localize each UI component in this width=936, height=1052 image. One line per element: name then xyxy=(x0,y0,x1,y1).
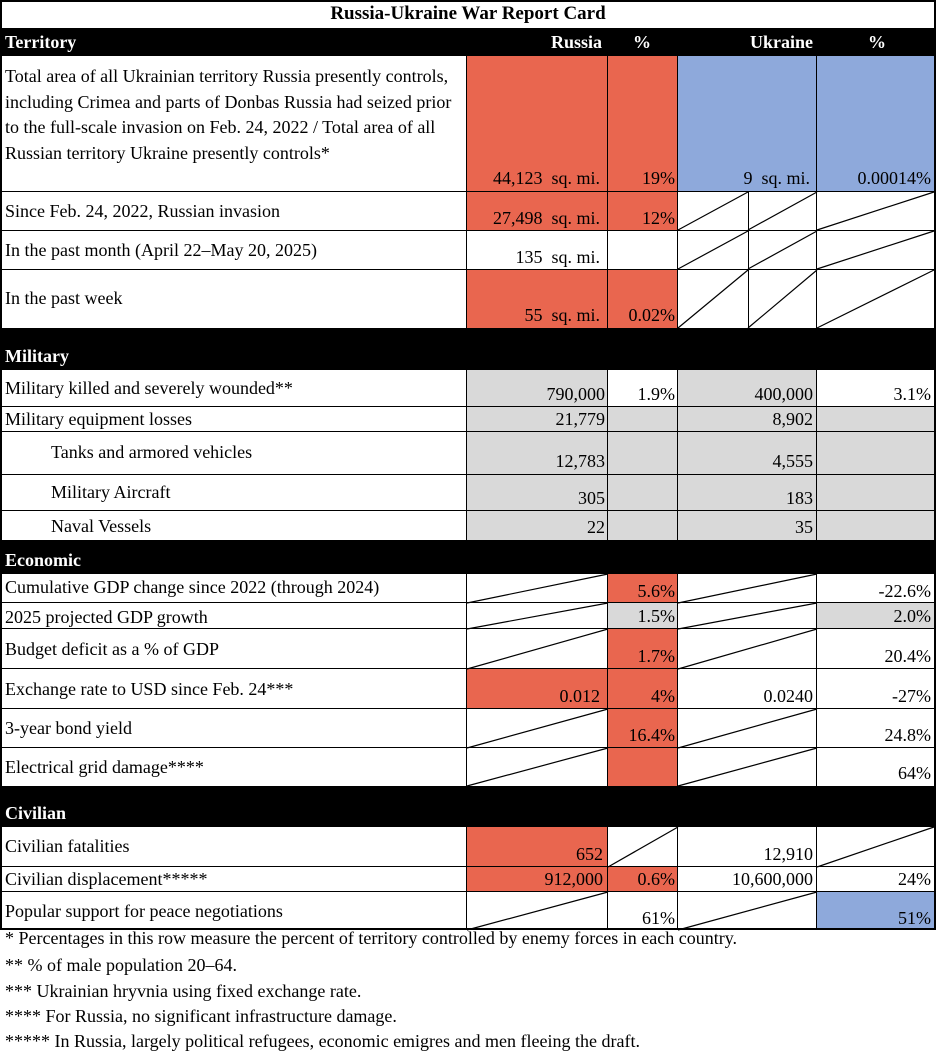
section-civilian-header: Civilian xyxy=(0,786,936,827)
territory-month-label: In the past month (April 22–May 20, 2025… xyxy=(5,240,317,260)
econ-grid-ukraine-pct: 64% xyxy=(898,763,931,783)
military-naval-ukraine: 35 xyxy=(795,517,813,537)
military-killed-ukraine: 400,000 xyxy=(754,384,814,404)
military-killed-ukraine-pct: 3.1% xyxy=(893,384,932,404)
civ-displace-russia: 912,000 xyxy=(544,869,604,889)
military-tanks-ukraine: 4,555 xyxy=(772,451,814,471)
econ-bond-russia-fill xyxy=(608,709,678,748)
military-equipment-ukraine: 8,902 xyxy=(772,409,814,429)
economic-header-label: Economic xyxy=(5,550,81,570)
civ-displace-russia-pct: 0.6% xyxy=(637,869,676,889)
civ-fatal-label: Civilian fatalities xyxy=(5,836,130,856)
territory-since-label: Since Feb. 24, 2022, Russian invasion xyxy=(5,201,280,221)
econ-grid-label: Electrical grid damage**** xyxy=(5,757,204,777)
econ-deficit-label: Budget deficit as a % of GDP xyxy=(5,639,219,659)
territory-total-ukraine-pct: 0.00014% xyxy=(857,168,932,188)
page-title: Russia-Ukraine War Report Card xyxy=(330,3,606,24)
territory-total-label: Total area of all Ukrainian territory Ru… xyxy=(5,66,452,163)
russia-pct-column-header: % xyxy=(633,32,651,52)
civ-peace-ukraine-pct: 51% xyxy=(898,908,931,928)
civ-displace-ukraine: 10,600,000 xyxy=(732,869,813,889)
econ-fx-russia-pct: 4% xyxy=(651,686,675,706)
territory-total-russia-value: 44,123 sq. mi. xyxy=(492,168,600,188)
territory-since-russia-pct: 12% xyxy=(642,208,675,228)
territory-month-russia-value: 135 sq. mi. xyxy=(515,247,600,267)
civ-fatal-russia-fill xyxy=(467,827,608,867)
military-aircraft-ukraine: 183 xyxy=(786,488,813,508)
military-killed-label: Military killed and severely wounded** xyxy=(5,378,293,398)
section-territory-header: Territory Russia % Ukraine % xyxy=(0,28,936,56)
section-military-header: Military xyxy=(0,328,936,370)
military-tanks-russia: 12,783 xyxy=(555,451,606,471)
military-equipment-label: Military equipment losses xyxy=(5,409,192,429)
territory-week-russia-value: 55 sq. mi. xyxy=(524,305,600,325)
military-grey-fill-3 xyxy=(678,370,817,540)
territory-total-russia-pct: 19% xyxy=(642,168,675,188)
territory-total-ukraine-fill xyxy=(678,56,934,192)
econ-gdp-label: Cumulative GDP change since 2022 (throug… xyxy=(5,577,380,597)
footnote-4: **** For Russia, no significant infrastr… xyxy=(5,1006,397,1026)
military-naval-label: Naval Vessels xyxy=(51,516,152,536)
civ-fatal-russia: 652 xyxy=(576,844,603,864)
econ-fx-label: Exchange rate to USD since Feb. 24*** xyxy=(5,679,294,699)
military-aircraft-russia: 305 xyxy=(578,488,605,508)
military-tanks-label: Tanks and armored vehicles xyxy=(51,442,253,462)
econ-gdp-russia-fill xyxy=(608,574,678,603)
econ-proj-russia-pct: 1.5% xyxy=(637,606,676,626)
military-grey-fill-4 xyxy=(817,407,934,540)
econ-bond-russia-pct: 16.4% xyxy=(628,725,676,745)
civ-displace-label: Civilian displacement***** xyxy=(5,869,208,889)
footnote-5: ***** In Russia, largely political refug… xyxy=(5,1031,640,1051)
civ-peace-russia-pct: 61% xyxy=(642,908,675,928)
military-grey-fill-1 xyxy=(467,370,608,540)
econ-deficit-ukraine-pct: 20.4% xyxy=(884,646,932,666)
econ-proj-russia-fill xyxy=(608,603,678,629)
econ-bond-label: 3-year bond yield xyxy=(5,718,132,738)
territory-header-label: Territory xyxy=(5,32,77,52)
econ-grid-russia-fill xyxy=(608,748,678,786)
econ-proj-ukraine-pct: 2.0% xyxy=(893,606,932,626)
econ-proj-ukraine-fill xyxy=(817,603,934,629)
footnote-3: *** Ukrainian hryvnia using fixed exchan… xyxy=(5,981,362,1001)
military-header-label: Military xyxy=(5,346,69,366)
econ-bond-ukraine-pct: 24.8% xyxy=(884,725,932,745)
territory-total-ukraine-value: 9 sq. mi. xyxy=(743,168,810,188)
military-aircraft-label: Military Aircraft xyxy=(51,482,171,502)
econ-deficit-russia-fill xyxy=(608,629,678,669)
russia-column-header: Russia xyxy=(550,32,602,52)
econ-deficit-russia-pct: 1.7% xyxy=(637,646,676,666)
econ-fx-russia-fill xyxy=(467,669,678,709)
ukraine-column-header: Ukraine xyxy=(750,32,813,52)
civilian-header-label: Civilian xyxy=(5,803,67,823)
civ-fatal-ukraine: 12,910 xyxy=(763,844,814,864)
military-naval-russia: 22 xyxy=(587,517,605,537)
ukraine-pct-column-header: % xyxy=(868,32,886,52)
civ-peace-ukraine-fill xyxy=(817,892,934,929)
territory-week-russia-pct: 0.02% xyxy=(628,305,676,325)
econ-fx-ukraine: 0.0240 xyxy=(763,686,814,706)
military-grey-fill-2 xyxy=(608,407,678,540)
territory-since-russia-value: 27,498 sq. mi. xyxy=(492,208,600,228)
territory-since-russia-fill xyxy=(467,192,678,231)
footnote-2: ** % of male population 20–64. xyxy=(5,955,237,975)
territory-week-russia-fill xyxy=(467,270,678,328)
territory-total-russia-fill xyxy=(467,56,678,192)
econ-fx-russia: 0.012 xyxy=(559,686,601,706)
territory-week-label: In the past week xyxy=(5,288,123,308)
footnote-1: * Percentages in this row measure the pe… xyxy=(5,928,738,948)
military-killed-russia: 790,000 xyxy=(546,384,606,404)
econ-gdp-ukraine-pct: -22.6% xyxy=(878,581,932,601)
military-killed-russia-pct: 1.9% xyxy=(637,384,676,404)
econ-gdp-russia-pct: 5.6% xyxy=(637,581,676,601)
civ-peace-label: Popular support for peace negotiations xyxy=(5,901,283,921)
econ-proj-label: 2025 projected GDP growth xyxy=(5,607,208,627)
civ-displace-russia-fill xyxy=(467,867,678,892)
civ-displace-ukraine-pct: 24% xyxy=(898,869,931,889)
econ-fx-ukraine-pct: -27% xyxy=(892,686,931,706)
military-equipment-russia: 21,779 xyxy=(555,409,606,429)
section-economic-header: Economic xyxy=(0,540,936,574)
